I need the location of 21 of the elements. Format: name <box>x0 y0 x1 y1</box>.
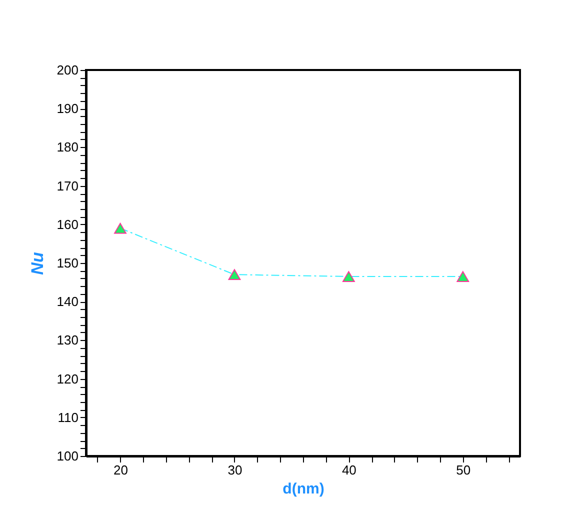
y-tick-label: 190 <box>56 101 78 116</box>
y-tick-label: 150 <box>56 256 78 270</box>
y-tick-label: 140 <box>56 294 78 310</box>
y-tick-label: 120 <box>56 371 78 386</box>
point <box>456 271 470 282</box>
x-tick-label: 20 <box>114 462 128 478</box>
x-axis-title: d(nm) <box>282 480 324 498</box>
point <box>114 222 126 234</box>
x-tick-label: 50 <box>456 462 471 478</box>
x-tick-label: 30 <box>228 462 242 478</box>
point <box>342 271 355 282</box>
y-tick-label: 200 <box>56 62 78 78</box>
y-tick-label: 160 <box>56 216 78 232</box>
y-tick-label: 100 <box>56 448 78 464</box>
y-tick-label: 180 <box>56 140 78 155</box>
x-tick-label: 40 <box>342 462 356 478</box>
y-axis-title: Nu <box>28 252 47 275</box>
y-tick-label: 130 <box>56 332 78 348</box>
y-tick-label: 110 <box>58 410 78 425</box>
point <box>228 269 241 280</box>
y-tick-label: 170 <box>56 178 78 194</box>
